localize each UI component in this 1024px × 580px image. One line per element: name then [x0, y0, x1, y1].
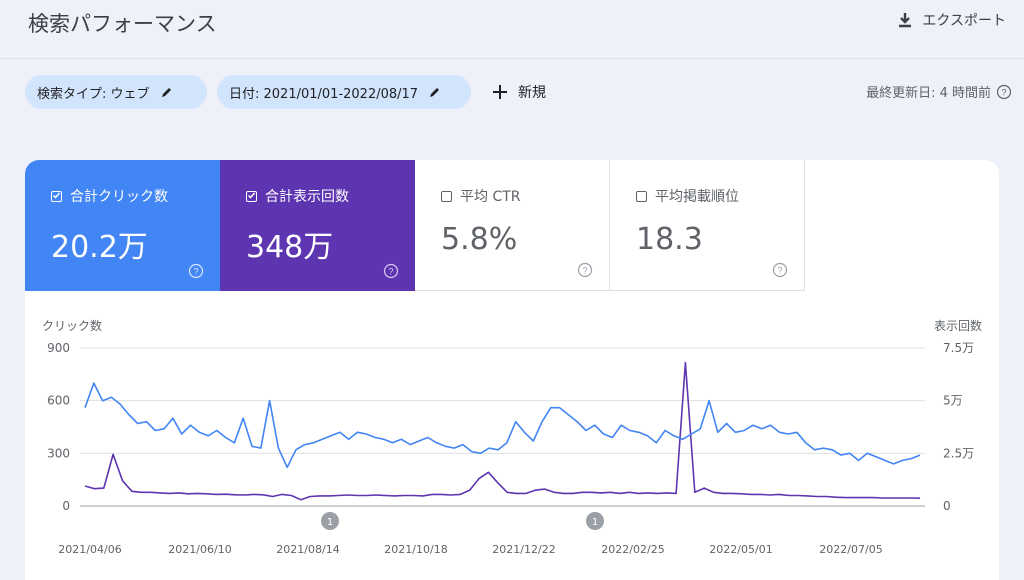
- help-icon[interactable]: ?: [383, 263, 399, 279]
- help-icon[interactable]: ?: [188, 263, 204, 279]
- plus-icon: [493, 85, 507, 99]
- new-filter-button[interactable]: 新規: [492, 82, 546, 102]
- metric-total-impressions[interactable]: 合計表示回数 348万 ?: [220, 160, 415, 291]
- checkbox-checked-icon[interactable]: [51, 190, 62, 202]
- metric-value: 20.2万: [51, 230, 148, 265]
- date-filter-chip[interactable]: 日付: 2021/01/01-2022/08/17: [217, 75, 471, 109]
- page-title: 検索パフォーマンス: [28, 12, 217, 36]
- x-tick-label: 2021/04/06: [58, 543, 121, 556]
- y-right-tick-label: 2.5万: [943, 446, 974, 460]
- search-type-filter-chip[interactable]: 検索タイプ: ウェブ: [25, 75, 207, 109]
- x-tick-label: 2021/08/14: [276, 543, 339, 556]
- checkbox-unchecked-icon[interactable]: [441, 190, 452, 202]
- svg-text:?: ?: [777, 266, 782, 276]
- y-right-tick-label: 0: [943, 499, 951, 513]
- page-header: 検索パフォーマンス エクスポート: [0, 0, 1024, 59]
- svg-text:?: ?: [388, 267, 393, 277]
- help-icon[interactable]: ?: [996, 84, 1012, 100]
- metric-value: 18.3: [636, 222, 703, 257]
- x-tick-label: 2021/12/22: [492, 543, 555, 556]
- annotation-marker: [586, 512, 604, 530]
- x-tick-label: 2021/06/10: [168, 543, 231, 556]
- last-updated-text: 最終更新日: 4 時間前: [866, 86, 991, 101]
- y-left-tick-label: 300: [47, 446, 70, 460]
- metric-label: 合計クリック数: [70, 189, 168, 205]
- y-left-tick-label: 900: [47, 341, 70, 355]
- download-icon: [899, 13, 912, 28]
- y-left-tick-label: 0: [62, 499, 70, 513]
- y-right-tick-label: 7.5万: [943, 341, 974, 355]
- edit-icon[interactable]: [428, 85, 442, 99]
- metric-total-clicks[interactable]: 合計クリック数 20.2万 ?: [25, 160, 220, 291]
- annotation-label: 1: [327, 517, 333, 528]
- date-filter-label: 日付: 2021/01/01-2022/08/17: [229, 86, 419, 102]
- metric-value: 348万: [246, 230, 334, 265]
- edit-icon[interactable]: [160, 85, 174, 99]
- y-left-tick-label: 600: [47, 394, 70, 408]
- x-tick-label: 2022/05/01: [709, 543, 772, 556]
- svg-text:?: ?: [193, 267, 198, 277]
- checkbox-checked-icon[interactable]: [246, 190, 257, 202]
- search-type-label: 検索タイプ: ウェブ: [37, 86, 150, 102]
- help-icon[interactable]: ?: [772, 262, 788, 278]
- metric-value: 5.8%: [441, 222, 518, 257]
- export-button[interactable]: エクスポート: [896, 10, 1006, 30]
- y-right-tick-label: 5万: [943, 394, 963, 408]
- metric-label: 平均 CTR: [460, 189, 521, 205]
- x-tick-label: 2022/07/05: [819, 543, 882, 556]
- y-axis-left-label: クリック数: [42, 318, 102, 333]
- export-label: エクスポート: [922, 13, 1006, 29]
- svg-text:?: ?: [1001, 87, 1006, 97]
- annotation-marker: [321, 512, 339, 530]
- checkbox-unchecked-icon[interactable]: [636, 190, 647, 202]
- x-tick-label: 2022/02/25: [601, 543, 664, 556]
- clicks-series-line: [84, 382, 921, 469]
- help-icon[interactable]: ?: [577, 262, 593, 278]
- metric-average-position[interactable]: 平均掲載順位 18.3 ?: [610, 160, 805, 291]
- performance-chart[interactable]: クリック数 表示回数 900 7.5万 600 5万 300 2.5万 0 0 1 1 2021/04/…: [25, 160, 999, 580]
- metric-average-ctr[interactable]: 平均 CTR 5.8% ?: [415, 160, 610, 291]
- metric-label: 合計表示回数: [265, 189, 349, 205]
- last-updated: 最終更新日: 4 時間前 ?: [866, 82, 1012, 101]
- new-filter-label: 新規: [518, 85, 546, 101]
- metric-label: 平均掲載順位: [655, 189, 739, 205]
- performance-card: 合計クリック数 20.2万 ? 合計表示回数 348万 ? 平均 CTR 5.8…: [25, 160, 999, 580]
- x-tick-label: 2021/10/18: [384, 543, 447, 556]
- y-axis-right-label: 表示回数: [934, 318, 982, 333]
- svg-text:?: ?: [582, 266, 587, 276]
- annotation-label: 1: [592, 517, 598, 528]
- impressions-series-line: [84, 361, 921, 501]
